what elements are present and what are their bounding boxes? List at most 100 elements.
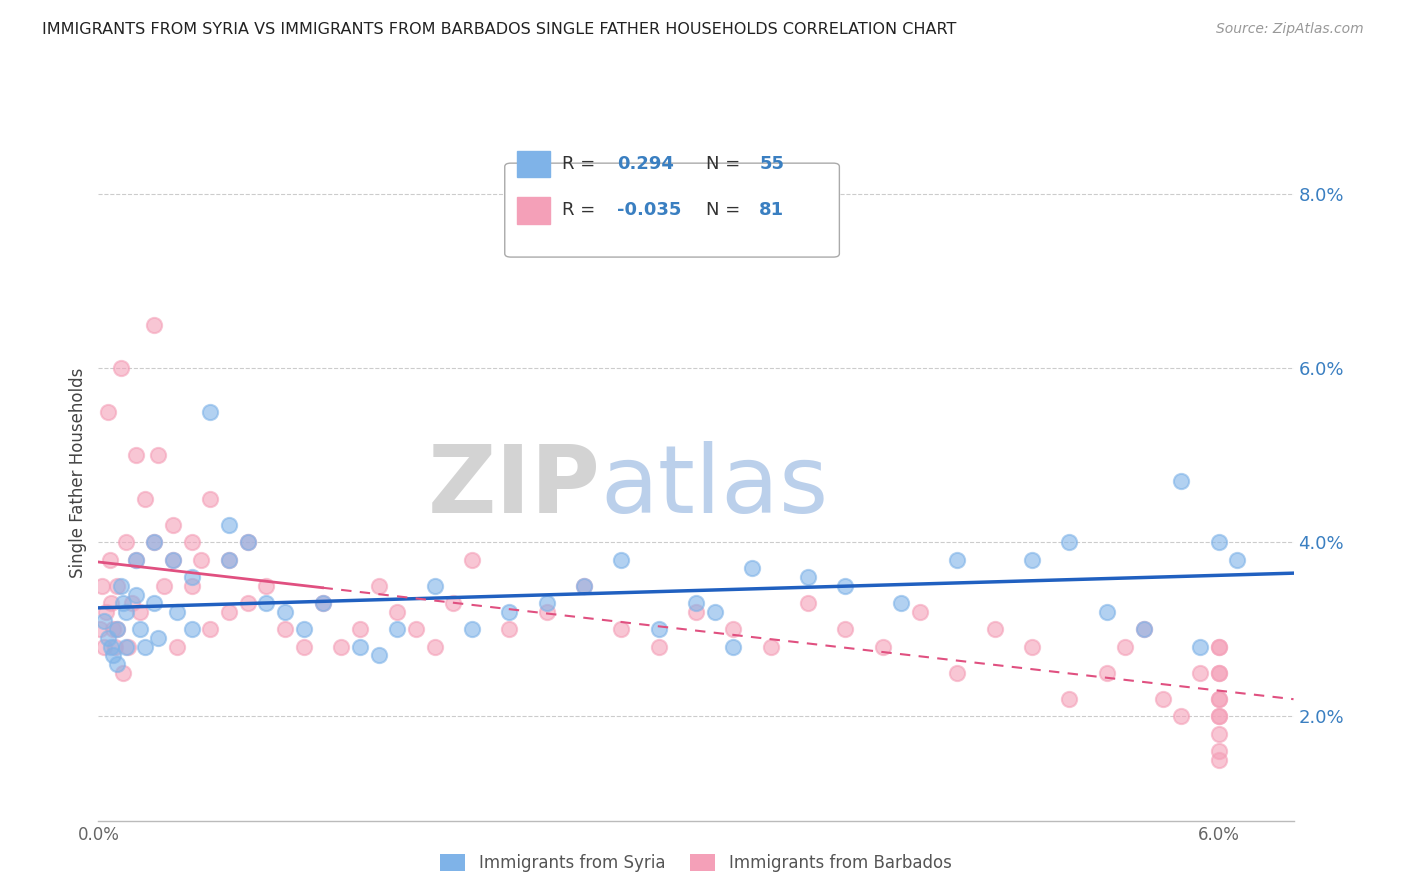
Point	[89, 623, 111, 637]
Text: IMMIGRANTS FROM SYRIA VS IMMIGRANTS FROM BARBADOS SINGLE FATHER HOUSEHOLDS CORRE: IMMIGRANTS FROM SYRIA VS IMMIGRANTS FROM…	[42, 22, 956, 37]
Point	[1208, 709, 1230, 723]
Point	[908, 605, 931, 619]
Point	[236, 535, 259, 549]
Point	[1170, 709, 1192, 723]
Point	[834, 623, 856, 637]
Point	[105, 623, 128, 637]
Point	[741, 561, 763, 575]
Point	[385, 605, 409, 619]
Point	[797, 570, 820, 584]
Point	[1208, 709, 1230, 723]
Point	[759, 640, 782, 654]
Point	[218, 552, 240, 567]
Point	[115, 605, 138, 619]
Point	[110, 361, 132, 376]
Point	[162, 552, 184, 567]
Point	[647, 623, 669, 637]
Point	[180, 535, 202, 549]
Point	[441, 596, 464, 610]
Point	[423, 579, 446, 593]
Text: 0.294: 0.294	[617, 155, 673, 173]
Point	[834, 579, 856, 593]
Point	[94, 605, 117, 619]
Point	[200, 623, 222, 637]
Point	[1170, 475, 1192, 489]
Point	[1189, 640, 1212, 654]
Point	[152, 579, 174, 593]
Point	[97, 631, 120, 645]
Point	[125, 448, 148, 462]
Point	[256, 596, 278, 610]
Point	[115, 640, 138, 654]
Point	[1059, 692, 1081, 706]
Point	[274, 605, 297, 619]
Point	[946, 665, 969, 680]
Text: N =: N =	[706, 202, 745, 219]
Point	[423, 640, 446, 654]
Point	[1208, 744, 1230, 758]
Point	[105, 579, 128, 593]
Point	[1021, 552, 1043, 567]
Point	[1133, 623, 1156, 637]
Point	[218, 605, 240, 619]
Point	[148, 448, 170, 462]
Point	[1133, 623, 1156, 637]
Text: 81: 81	[759, 202, 785, 219]
Point	[125, 552, 148, 567]
Point	[536, 605, 558, 619]
Point	[1208, 640, 1230, 654]
Point	[1208, 535, 1230, 549]
Point	[292, 640, 315, 654]
Point	[610, 623, 633, 637]
Point	[218, 517, 240, 532]
Point	[890, 596, 912, 610]
Point	[1021, 640, 1043, 654]
Point	[1208, 665, 1230, 680]
Point	[93, 640, 115, 654]
Text: N =: N =	[706, 155, 745, 173]
Point	[218, 552, 240, 567]
Point	[117, 640, 139, 654]
Point	[180, 623, 202, 637]
Point	[385, 623, 409, 637]
Point	[647, 640, 669, 654]
Point	[143, 596, 166, 610]
Point	[330, 640, 353, 654]
Point	[128, 623, 150, 637]
Point	[105, 623, 128, 637]
Point	[1189, 665, 1212, 680]
Point	[498, 623, 520, 637]
Point	[97, 405, 120, 419]
Point	[121, 596, 143, 610]
Point	[256, 579, 278, 593]
Point	[723, 640, 745, 654]
Text: atlas: atlas	[600, 441, 828, 533]
Point	[461, 552, 484, 567]
Point	[1208, 640, 1230, 654]
Point	[115, 535, 138, 549]
Point	[134, 640, 156, 654]
Point	[311, 596, 333, 610]
Point	[180, 579, 202, 593]
Text: Source: ZipAtlas.com: Source: ZipAtlas.com	[1216, 22, 1364, 37]
Point	[685, 605, 707, 619]
Point	[148, 631, 170, 645]
Point	[1095, 605, 1118, 619]
Text: R =: R =	[562, 155, 602, 173]
Point	[162, 517, 184, 532]
Point	[1095, 665, 1118, 680]
Point	[797, 596, 820, 610]
Point	[703, 605, 725, 619]
Point	[111, 665, 134, 680]
Point	[125, 552, 148, 567]
Point	[110, 579, 132, 593]
Point	[104, 640, 127, 654]
Point	[292, 623, 315, 637]
Point	[111, 596, 134, 610]
Point	[367, 648, 389, 663]
Point	[100, 596, 122, 610]
Point	[125, 587, 148, 601]
Point	[1114, 640, 1136, 654]
Point	[610, 552, 633, 567]
Point	[685, 596, 707, 610]
